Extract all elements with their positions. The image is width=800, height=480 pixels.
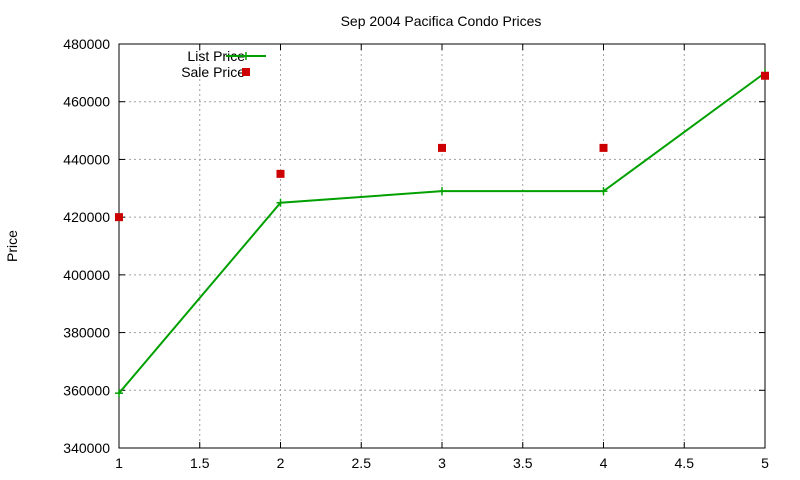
data-point: [276, 198, 285, 207]
legend-marker: [242, 68, 250, 76]
y-tick-label: 420000: [63, 209, 110, 225]
y-tick-label: 400000: [63, 267, 110, 283]
plot-frame: [118, 43, 766, 449]
y-tick-label: 440000: [63, 151, 110, 167]
axes: 1 1.5 2 2.5 3 3.5 4 4.5 5 340000 360000 380000 40000…: [63, 36, 769, 471]
y-axis-label: Price: [4, 230, 20, 262]
data-point: [115, 213, 123, 222]
data-point: [115, 389, 123, 398]
chart-title: Sep 2004 Pacifica Condo Prices: [341, 13, 542, 29]
x-tick-label: 2.5: [352, 455, 372, 471]
y-tick-label: 380000: [63, 325, 110, 341]
series: [115, 68, 769, 398]
legend-label: List Price: [187, 48, 245, 64]
x-tick-label: 4: [600, 455, 608, 471]
data-point: [761, 71, 769, 80]
data-point: [276, 169, 285, 178]
y-tick-label: 460000: [63, 94, 110, 110]
x-tick-label: 5: [761, 455, 769, 471]
series-sale-price: [115, 71, 769, 222]
x-tick-label: 3: [438, 455, 446, 471]
y-tick-label: 340000: [63, 440, 110, 456]
data-point: [438, 187, 446, 196]
data-point: [599, 143, 608, 152]
x-tick-label: 2: [277, 455, 285, 471]
data-point: [438, 143, 446, 152]
x-tick-label: 1: [115, 455, 123, 471]
data-point: [599, 187, 608, 196]
x-tick-label: 3.5: [513, 455, 533, 471]
legend-label: Sale Price: [181, 64, 245, 80]
x-tick-label: 1.5: [190, 455, 210, 471]
legend-marker: [242, 52, 250, 60]
grid: [119, 44, 765, 448]
y-tick-label: 360000: [63, 382, 110, 398]
y-tick-label: 480000: [63, 36, 110, 52]
x-tick-label: 4.5: [675, 455, 695, 471]
series-list-price: [115, 68, 769, 398]
